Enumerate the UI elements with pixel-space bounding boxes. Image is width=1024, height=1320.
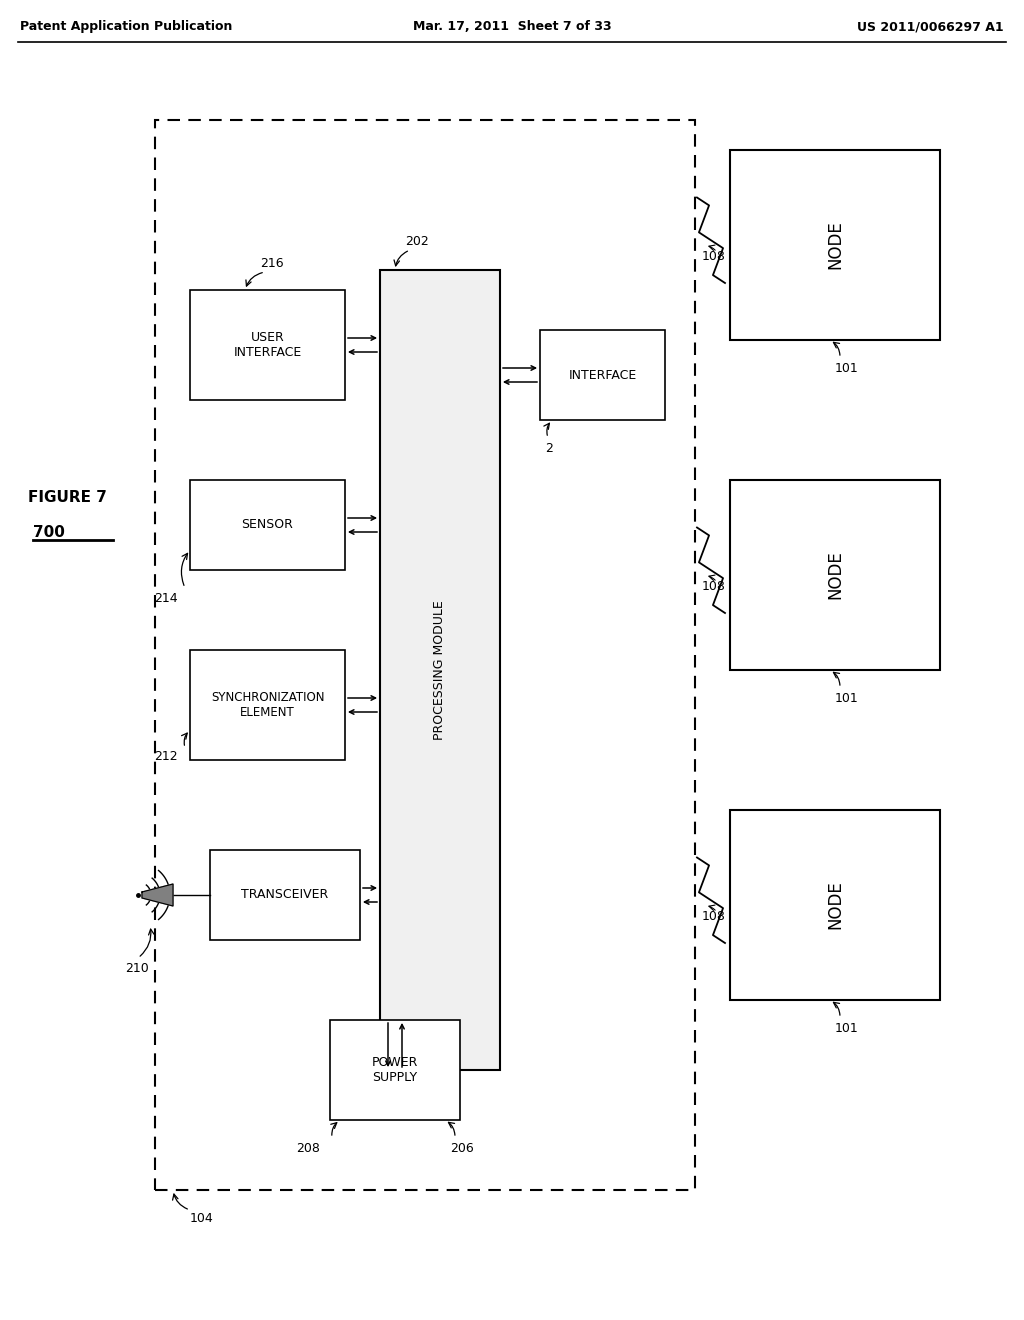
Text: 210: 210 (125, 962, 148, 975)
Text: 101: 101 (835, 692, 859, 705)
FancyBboxPatch shape (190, 290, 345, 400)
Text: INTERFACE: INTERFACE (568, 368, 637, 381)
FancyBboxPatch shape (730, 480, 940, 671)
Text: PROCESSING MODULE: PROCESSING MODULE (433, 601, 446, 741)
Text: 212: 212 (155, 750, 178, 763)
Text: 206: 206 (450, 1142, 474, 1155)
Text: NODE: NODE (826, 880, 844, 929)
Text: 108: 108 (702, 911, 726, 923)
Text: 101: 101 (835, 362, 859, 375)
FancyBboxPatch shape (730, 150, 940, 341)
Text: 216: 216 (260, 257, 284, 271)
Text: 108: 108 (702, 251, 726, 263)
Text: SENSOR: SENSOR (242, 519, 294, 532)
Text: 208: 208 (296, 1142, 319, 1155)
Text: POWER
SUPPLY: POWER SUPPLY (372, 1056, 418, 1084)
FancyBboxPatch shape (380, 271, 500, 1071)
Text: SYNCHRONIZATION
ELEMENT: SYNCHRONIZATION ELEMENT (211, 690, 325, 719)
Text: 2: 2 (545, 442, 553, 455)
Text: 101: 101 (835, 1022, 859, 1035)
Text: US 2011/0066297 A1: US 2011/0066297 A1 (857, 20, 1004, 33)
Text: USER
INTERFACE: USER INTERFACE (233, 331, 302, 359)
FancyBboxPatch shape (540, 330, 665, 420)
Text: 108: 108 (702, 581, 726, 593)
Text: 700: 700 (33, 525, 65, 540)
Text: TRANSCEIVER: TRANSCEIVER (242, 888, 329, 902)
FancyBboxPatch shape (330, 1020, 460, 1119)
FancyBboxPatch shape (190, 480, 345, 570)
Text: NODE: NODE (826, 550, 844, 599)
FancyBboxPatch shape (210, 850, 360, 940)
Text: FIGURE 7: FIGURE 7 (28, 490, 106, 506)
FancyBboxPatch shape (730, 810, 940, 1001)
FancyBboxPatch shape (190, 649, 345, 760)
Text: NODE: NODE (826, 220, 844, 269)
Text: 214: 214 (155, 591, 178, 605)
Text: Patent Application Publication: Patent Application Publication (20, 20, 232, 33)
Text: 104: 104 (190, 1212, 214, 1225)
Text: 202: 202 (406, 235, 429, 248)
Polygon shape (142, 884, 173, 906)
Text: Mar. 17, 2011  Sheet 7 of 33: Mar. 17, 2011 Sheet 7 of 33 (413, 20, 611, 33)
